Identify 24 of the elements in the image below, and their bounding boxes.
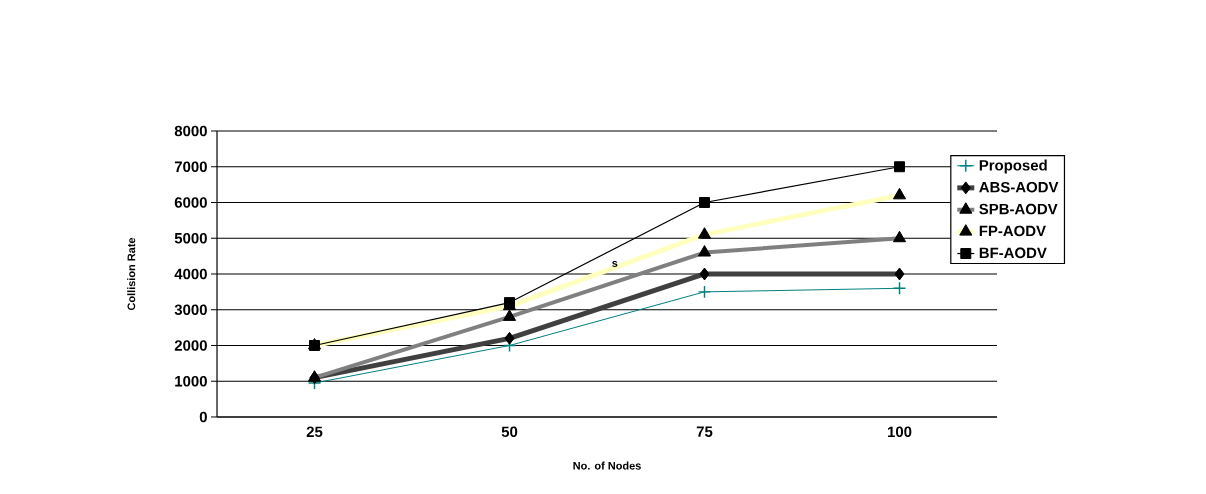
point bbox=[699, 197, 710, 208]
y-tick-label: 1000 bbox=[175, 375, 207, 387]
legend-label: FP-AODV bbox=[979, 225, 1046, 237]
y-tick-label: 3000 bbox=[174, 304, 207, 316]
x-tick-label: 75 bbox=[696, 426, 713, 437]
y-tick-label: 6000 bbox=[174, 197, 207, 208]
annotation: s bbox=[612, 260, 618, 267]
x-tick-label: 100 bbox=[887, 426, 912, 438]
point bbox=[698, 285, 711, 298]
y-tick-label: 0 bbox=[199, 411, 207, 423]
x-axis-title: No. of Nodes bbox=[573, 461, 641, 470]
y-tick-label: 2000 bbox=[174, 340, 207, 351]
legend-label: ABS-AODV bbox=[979, 181, 1059, 193]
x-tick-label: 50 bbox=[501, 426, 518, 438]
legend-label: BF-AODV bbox=[979, 247, 1047, 259]
y-tick-label: 7000 bbox=[174, 161, 207, 173]
y-tick-label: 8000 bbox=[174, 125, 207, 137]
legend-label: SPB-AODV bbox=[979, 203, 1058, 215]
x-tick-label: 25 bbox=[306, 426, 323, 438]
y-tick-label: 5000 bbox=[174, 232, 207, 244]
y-tick-label: 4000 bbox=[174, 268, 207, 280]
y-axis-title: Collision Rate bbox=[127, 237, 136, 311]
legend-label: Proposed bbox=[979, 159, 1047, 174]
point bbox=[894, 161, 905, 173]
